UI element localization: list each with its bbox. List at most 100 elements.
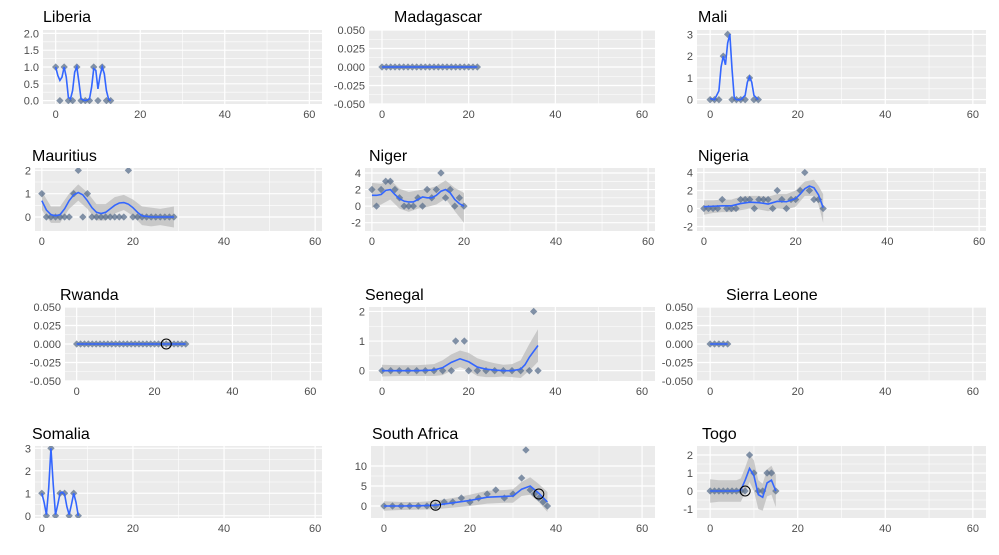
y-tick-label: 0.050 [665, 302, 693, 314]
y-tick-label: 0.050 [337, 25, 365, 37]
data-point [60, 489, 69, 497]
x-tick-label: 20 [127, 523, 139, 535]
y-tick-label: 1 [359, 336, 365, 348]
x-tick-label: 0 [707, 109, 713, 121]
data-point [42, 213, 51, 221]
y-tick-label: 2 [687, 450, 693, 462]
data-point [763, 469, 771, 477]
panel-data [700, 168, 827, 223]
x-tick-label: 20 [463, 109, 475, 121]
y-tick-label: -0.025 [662, 358, 693, 370]
y-tick-label: 2 [687, 51, 693, 63]
smooth-line [710, 466, 777, 499]
y-tick-label: 0 [687, 486, 693, 498]
panel-title: Senegal [365, 287, 424, 304]
y-tick-label: 0 [25, 212, 31, 224]
x-tick-label: 60 [636, 523, 648, 535]
y-tick-label: 0 [687, 95, 693, 107]
data-point [124, 168, 133, 175]
panel-data [706, 340, 732, 348]
y-tick-label: 1.0 [24, 62, 39, 74]
data-point [805, 186, 814, 195]
panel-title: Togo [702, 426, 737, 443]
data-point [94, 96, 102, 104]
x-tick-label: 20 [792, 386, 804, 398]
x-tick-label: 20 [134, 109, 146, 121]
x-tick-label: 40 [218, 236, 230, 248]
y-tick-label: 4 [687, 168, 693, 180]
data-point [70, 189, 78, 198]
y-tick-label: 2.0 [24, 28, 39, 40]
panel-title: Rwanda [60, 287, 119, 304]
y-tick-label: 0.025 [33, 321, 61, 333]
data-point [74, 168, 82, 175]
x-tick-label: 0 [379, 109, 385, 121]
x-tick-label: 60 [967, 523, 979, 535]
data-point [727, 204, 736, 213]
x-tick-label: 20 [148, 386, 160, 398]
data-point [819, 204, 827, 213]
data-point [750, 204, 759, 213]
smooth-line [703, 185, 824, 208]
x-tick-label: 40 [549, 386, 561, 398]
y-tick-label: 0 [355, 201, 361, 213]
y-tick-label: 0.000 [665, 339, 693, 351]
x-tick-label: 40 [879, 523, 891, 535]
x-tick-label: 20 [792, 523, 804, 535]
data-point [92, 213, 101, 221]
data-point [88, 213, 96, 221]
smooth-line [709, 34, 759, 101]
y-tick-label: 0.025 [337, 44, 365, 56]
y-tick-label: -1 [683, 504, 693, 516]
facet-panel-niger: 0 20 40 60 -2 0 2 4 Niger [351, 148, 655, 248]
facet-panel-mali: 0 20 40 60 0 1 2 3 Mali [687, 9, 986, 121]
data-point [746, 195, 754, 204]
smooth-line [371, 188, 465, 207]
data-point [483, 490, 491, 498]
x-tick-label: 60 [636, 386, 648, 398]
data-point [517, 474, 526, 482]
data-point [767, 469, 776, 477]
panel-data [706, 451, 780, 511]
x-tick-label: 40 [226, 386, 238, 398]
x-tick-label: 60 [973, 236, 985, 248]
y-tick-label: 1 [25, 189, 31, 201]
y-tick-label: 0 [361, 501, 367, 513]
y-tick-label: 2 [687, 186, 693, 198]
facet-panel-togo: 0 20 40 60 -1 0 1 2 Togo [683, 426, 986, 535]
y-tick-label: 0.025 [665, 321, 693, 333]
data-point [492, 486, 500, 494]
data-point [810, 195, 818, 204]
data-point [97, 213, 105, 221]
y-tick-label: 1 [25, 488, 31, 500]
x-tick-label: 0 [381, 523, 387, 535]
panel-title: Somalia [32, 426, 90, 443]
y-tick-label: 2 [25, 466, 31, 478]
y-tick-label: 1 [687, 468, 693, 480]
x-tick-label: 40 [219, 109, 231, 121]
y-tick-label: 0.0 [24, 96, 39, 108]
data-point [133, 213, 142, 221]
x-tick-label: 60 [642, 236, 654, 248]
y-tick-label: -0.025 [334, 81, 365, 93]
x-tick-label: 60 [967, 109, 979, 121]
x-tick-label: 20 [463, 386, 475, 398]
x-tick-label: 40 [218, 523, 230, 535]
y-tick-label: 2 [359, 306, 365, 318]
data-point [460, 337, 469, 345]
data-point [737, 487, 745, 495]
x-tick-label: 20 [127, 236, 139, 248]
data-point [529, 307, 538, 316]
y-tick-label: -0.050 [334, 99, 365, 111]
data-point [106, 213, 114, 221]
data-point [464, 366, 473, 375]
y-tick-label: 0.000 [337, 62, 365, 74]
y-tick-label: 0.000 [33, 339, 61, 351]
x-tick-label: 0 [53, 109, 59, 121]
data-point [732, 204, 740, 213]
